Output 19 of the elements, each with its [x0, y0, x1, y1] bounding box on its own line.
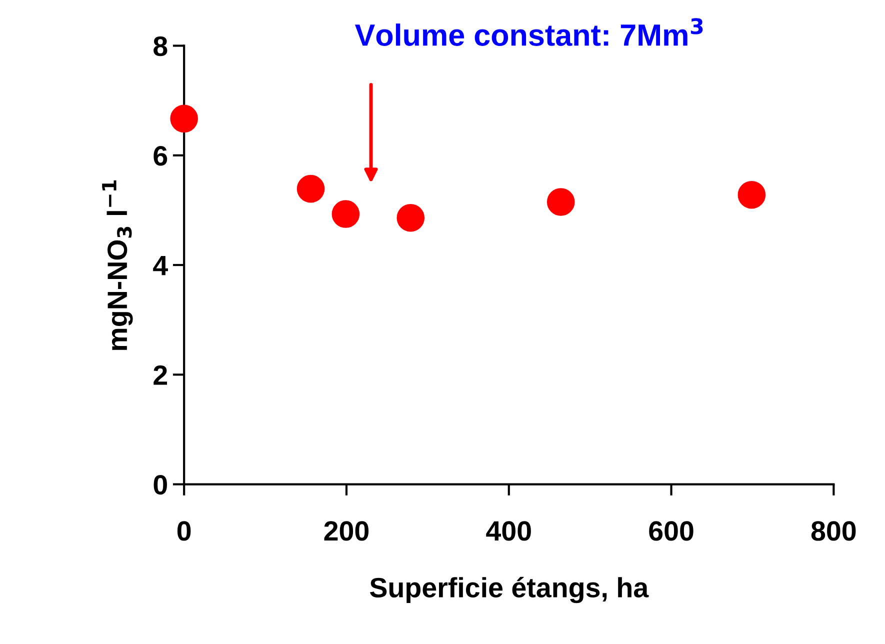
x-tick-label: 600 — [649, 521, 694, 541]
y-tick-label: 8 — [154, 36, 168, 56]
point — [332, 200, 360, 228]
x-tick-label: 200 — [324, 521, 369, 541]
point — [296, 174, 325, 203]
annotation: Volume constant: 7Mm$^{3}$ — [354, 18, 703, 46]
y-tick-label: 4 — [153, 256, 168, 276]
x-tick-label: 800 — [811, 521, 856, 541]
point — [170, 104, 198, 133]
point — [396, 204, 425, 232]
y-axis-title: mgN-NO$_{3}$ l$^{−1}$ — [102, 180, 133, 350]
y-tick-label: 0 — [154, 474, 167, 495]
x-axis-title: Superficie étangs, ha — [370, 576, 649, 604]
y-tick-label: 6 — [154, 146, 168, 166]
y-tick-label: 2 — [154, 365, 167, 385]
x-tick-label: 0 — [177, 521, 191, 541]
point — [546, 188, 575, 216]
point — [738, 180, 766, 209]
x-tick-label: 400 — [486, 521, 531, 541]
